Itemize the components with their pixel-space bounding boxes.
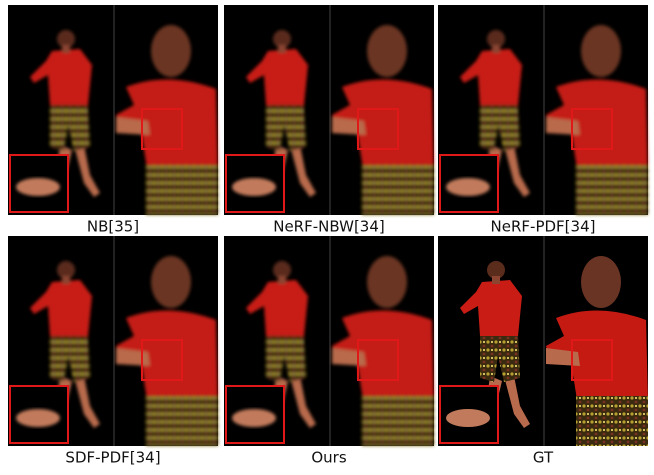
inset-foot (16, 409, 60, 427)
inset-foot (446, 178, 490, 196)
neck (62, 45, 70, 53)
figure: NB[35] NeRF-NBW[34] NeRF-PDF[34] SDF-PDF[34… (0, 0, 654, 471)
shorts-close (146, 165, 218, 215)
panel (8, 5, 218, 215)
shorts-close (362, 165, 434, 215)
panel (438, 236, 648, 446)
neck (62, 276, 70, 284)
page: NB[35] NeRF-NBW[34] NeRF-PDF[34] SDF-PDF[34… (0, 0, 654, 471)
shorts-close (576, 165, 648, 215)
panel-caption: NB[35] (87, 218, 139, 236)
shorts-close (576, 396, 648, 446)
panel-caption: NeRF-PDF[34] (491, 218, 596, 236)
neck (492, 45, 500, 53)
head-close (151, 256, 191, 308)
panel (224, 236, 434, 446)
neck (492, 276, 500, 284)
panel-caption: NeRF-NBW[34] (273, 218, 385, 236)
panel-caption: GT (533, 449, 554, 467)
head-close (151, 25, 191, 77)
panel (8, 236, 218, 446)
panel-caption: SDF-PDF[34] (65, 449, 160, 467)
head-close (367, 256, 407, 308)
panel (438, 5, 648, 215)
neck (278, 45, 286, 53)
inset-foot (232, 178, 276, 196)
head-close (581, 25, 621, 77)
inset-foot (232, 409, 276, 427)
panel (224, 5, 434, 215)
inset-foot (16, 178, 60, 196)
shorts-close (362, 396, 434, 446)
head-close (581, 256, 621, 308)
inset-foot (446, 409, 490, 427)
neck (278, 276, 286, 284)
shorts-close (146, 396, 218, 446)
head-close (367, 25, 407, 77)
panel-caption: Ours (311, 449, 346, 467)
